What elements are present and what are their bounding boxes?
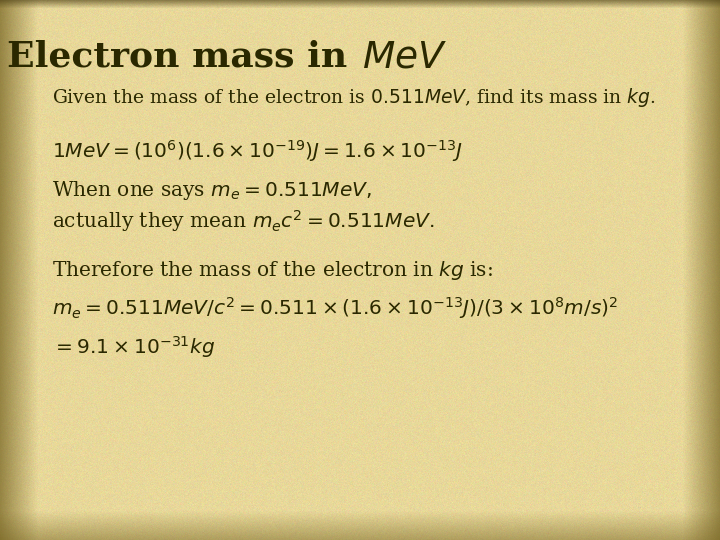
Text: Therefore the mass of the electron in $\mathit{kg}$ is:: Therefore the mass of the electron in $\… bbox=[52, 259, 492, 281]
Text: actually they mean $m_e c^2 = 0.511MeV.$: actually they mean $m_e c^2 = 0.511MeV.$ bbox=[52, 208, 434, 234]
Text: Electron mass in: Electron mass in bbox=[7, 40, 360, 73]
Text: When one says $m_e = 0.511MeV,$: When one says $m_e = 0.511MeV,$ bbox=[52, 179, 372, 201]
Text: $= 9.1 \times 10^{-31}kg$: $= 9.1 \times 10^{-31}kg$ bbox=[52, 334, 215, 360]
Text: $1MeV = (10^{6})(1.6 \times 10^{-19})J = 1.6 \times 10^{-13}J$: $1MeV = (10^{6})(1.6 \times 10^{-19})J =… bbox=[52, 138, 463, 164]
Text: $\mathit{MeV}$: $\mathit{MeV}$ bbox=[362, 38, 447, 75]
Text: Given the mass of the electron is $\mathit{0.511MeV}$, find its mass in $\mathit: Given the mass of the electron is $\math… bbox=[52, 86, 656, 109]
Text: $m_e = 0.511MeV / c^2 = 0.511 \times (1.6 \times 10^{-13}J) / (3 \times 10^{8} m: $m_e = 0.511MeV / c^2 = 0.511 \times (1.… bbox=[52, 295, 618, 321]
